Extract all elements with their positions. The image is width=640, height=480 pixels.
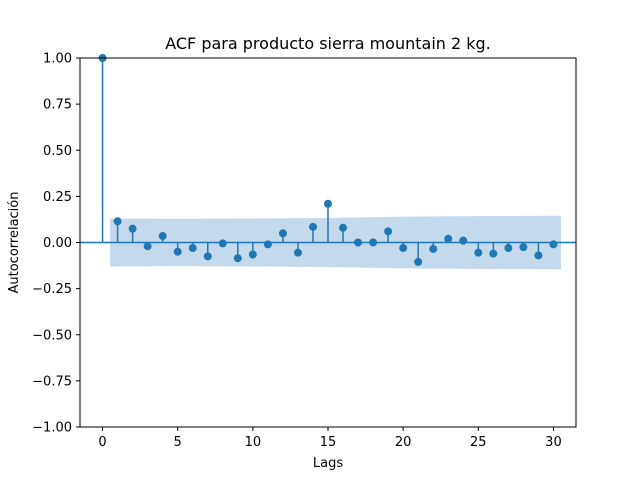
y-tick-label-2: 0.50	[43, 144, 72, 159]
point-lag-17	[354, 238, 363, 247]
point-lag-15	[324, 199, 332, 208]
point-lag-12	[278, 229, 287, 238]
point-lag-5	[173, 247, 182, 256]
point-lag-13	[293, 248, 302, 257]
point-lag-6	[188, 244, 197, 253]
y-tick-label-1: 0.75	[43, 98, 72, 113]
y-ticks: 1.00 0.75 0.50 0.25 0.00 −0.25 −0.50 −0.75 −1.00	[32, 52, 80, 436]
point-lag-7	[203, 252, 212, 261]
point-lag-9	[233, 254, 242, 263]
point-lag-3	[143, 242, 152, 251]
x-tick-label-15: 15	[320, 435, 337, 450]
point-lag-8	[218, 239, 227, 248]
point-lag-20	[399, 244, 408, 253]
x-tick-label-10: 10	[245, 435, 262, 450]
point-lag-21	[414, 257, 423, 266]
x-tick-label-0: 0	[98, 435, 106, 450]
point-lag-26	[489, 249, 498, 258]
point-lag-14	[308, 222, 317, 231]
y-tick-label-3: 0.25	[43, 190, 72, 205]
point-lag-18	[369, 238, 378, 247]
points-layer	[98, 54, 558, 266]
point-lag-23	[444, 234, 453, 243]
x-tick-label-5: 5	[174, 435, 182, 450]
point-lag-27	[504, 244, 513, 253]
point-lag-1	[113, 217, 122, 226]
point-lag-22	[429, 244, 438, 253]
x-tick-label-25: 25	[470, 435, 487, 450]
point-lag-16	[339, 223, 348, 232]
y-tick-label-4: 0.00	[43, 236, 72, 251]
y-tick-label-6: −0.50	[32, 328, 72, 343]
y-tick-label-0: 1.00	[43, 52, 72, 67]
point-lag-2	[128, 224, 137, 233]
point-lag-4	[158, 232, 167, 241]
y-tick-label-8: −1.00	[32, 421, 72, 436]
y-tick-label-7: −0.75	[32, 374, 72, 389]
x-tick-label-30: 30	[545, 435, 562, 450]
point-lag-25	[474, 248, 483, 257]
point-lag-10	[248, 250, 257, 259]
x-axis-label: Lags	[313, 456, 343, 471]
x-tick-label-20: 20	[395, 435, 412, 450]
point-lag-24	[459, 236, 468, 245]
chart-title: ACF para producto sierra mountain 2 kg.	[165, 34, 491, 53]
point-lag-30	[549, 240, 558, 249]
y-tick-label-5: −0.25	[32, 282, 72, 297]
point-lag-11	[263, 240, 272, 249]
point-lag-19	[384, 227, 393, 236]
point-lag-29	[534, 251, 543, 260]
y-axis-label: Autocorrelación	[7, 192, 22, 294]
point-lag-28	[519, 243, 528, 252]
x-ticks: 0 5 10 15 20 25 30	[98, 427, 562, 450]
